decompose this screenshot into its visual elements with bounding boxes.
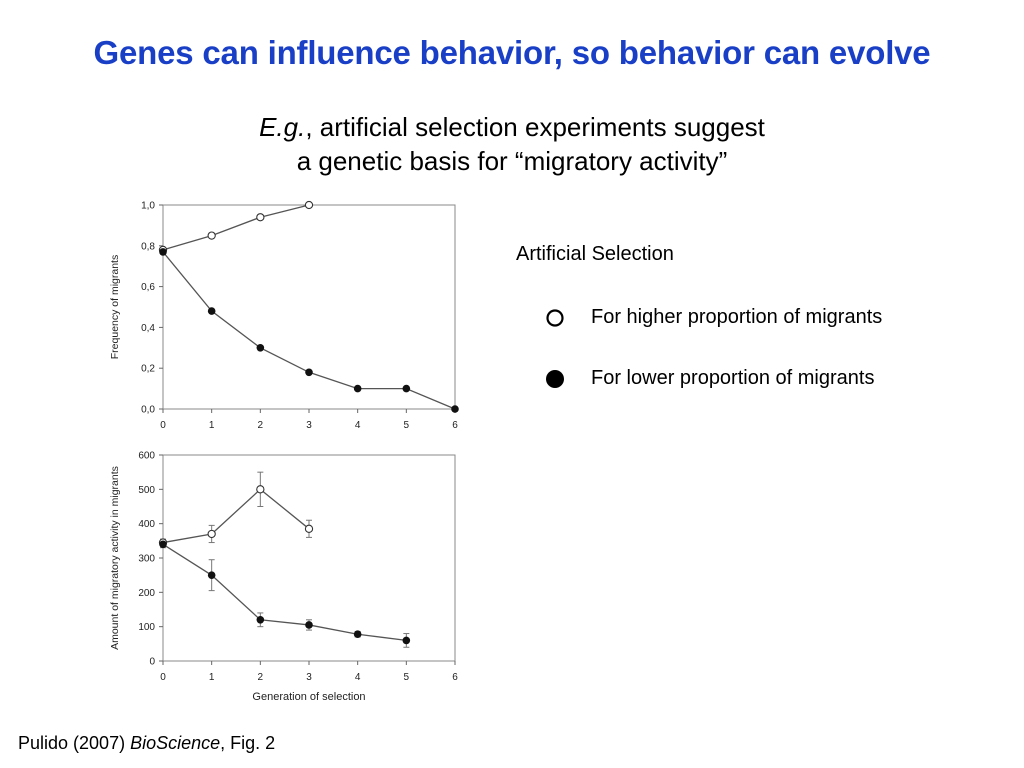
x-tick-label: 0 [160,672,166,683]
data-point-high [207,529,216,539]
subtitle-line-1-text: , artificial selection experiments sugge… [305,112,765,142]
y-tick-label: 300 [138,554,155,565]
data-point-low [402,636,411,645]
subtitle-line-1: E.g., artificial selection experiments s… [0,110,1024,144]
slide-title: Genes can influence behavior, so behavio… [93,34,931,71]
x-tick-label: 6 [452,672,458,683]
y-tick-label: 600 [138,451,155,462]
y-tick-label: 400 [138,519,155,530]
x-tick-label: 0 [160,420,166,431]
data-point-low [305,621,313,629]
y-axis-label: Frequency of migrants [109,255,121,359]
x-tick-label: 4 [355,672,361,683]
x-tick-label: 5 [404,672,410,683]
legend-label-low: For lower proportion of migrants [591,367,875,389]
x-tick-label: 4 [355,420,361,431]
citation-suffix: , Fig. 2 [220,733,276,753]
plot-frame [162,204,456,410]
legend-item-high: For higher proportion of migrants [545,306,882,329]
x-tick-label: 3 [306,672,312,683]
data-point-low [256,616,265,624]
y-tick-label: 0,2 [141,364,155,375]
subtitle-eg: E.g. [259,112,306,142]
legend-item-low: For lower proportion of migrants [545,367,874,390]
data-point-high [304,200,314,210]
x-tick-label: 6 [452,420,458,431]
x-tick-label: 2 [258,672,264,683]
data-point-low [159,248,167,256]
data-point-low [256,344,265,352]
data-point-high [304,524,314,533]
subtitle-line-2: a genetic basis for “migratory activity” [296,146,728,176]
citation-journal: BioScience [130,733,221,753]
y-tick-label: 0,0 [141,405,155,416]
data-point-high [256,213,265,222]
x-tick-label: 2 [258,420,264,431]
data-point-low [207,571,216,579]
y-tick-label: 0 [149,657,155,668]
y-tick-label: 500 [138,485,155,496]
data-point-low [159,540,167,549]
series-line-high [162,488,310,544]
y-tick-label: 200 [138,588,155,599]
data-point-low [353,630,362,639]
citation-prefix: Pulido (2007) [18,733,131,753]
y-tick-label: 1,0 [141,201,155,212]
x-tick-label: 3 [306,420,312,431]
data-point-high [256,485,265,494]
series-line-low [162,251,456,410]
data-point-low [305,368,313,377]
series-line-high [162,204,310,251]
x-tick-label: 1 [209,672,215,683]
data-point-low [451,405,459,413]
data-point-low [402,384,411,393]
figure: 0,0 0,2 0,4 0,6 0,8 1,0 0 1 2 3 4 5 6 Frequency of mi… [109,200,459,703]
filled-circle-icon [546,369,564,388]
data-point-low [207,307,216,315]
series-line-low [162,543,407,642]
legend-title: Artificial Selection [516,243,674,265]
open-circle-icon [546,308,564,327]
y-axis-label: Amount of migratory activity in migrants [109,466,121,650]
legend-label-high: For higher proportion of migrants [591,306,883,328]
y-tick-label: 0,8 [141,241,155,252]
x-axis-label: Generation of selection [252,691,365,703]
x-tick-label: 5 [404,420,410,431]
data-point-low [353,384,362,393]
y-tick-label: 0,4 [141,323,155,334]
citation: Pulido (2007) BioScience, Fig. 2 [18,733,275,754]
x-tick-label: 1 [209,420,215,431]
y-tick-label: 100 [138,622,155,633]
y-tick-label: 0,6 [141,282,155,293]
data-point-high [207,231,216,240]
slide-subtitle: E.g., artificial selection experiments s… [0,110,1024,178]
